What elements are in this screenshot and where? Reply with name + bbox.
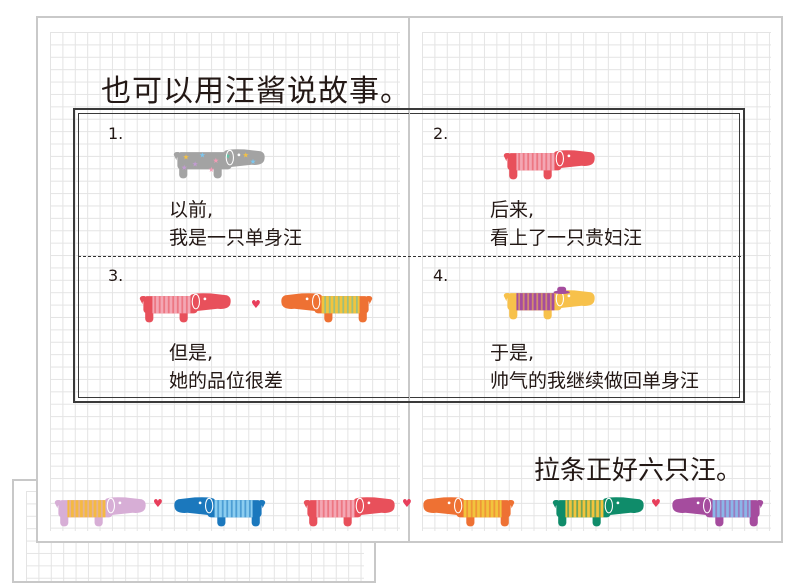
heart-icon: ♥ (251, 298, 261, 311)
dashed-divider (78, 256, 741, 257)
dog-illustration-gray-stars: ★ ★ ★ ★ ★ ★ ★ ★ ★ (167, 144, 271, 186)
dog-svg (503, 150, 595, 180)
panel-caption: 于是, 帅气的我继续做回单身汪 (490, 342, 700, 392)
dog-illustration-blue (168, 492, 272, 534)
dog-illustration-red (133, 288, 237, 330)
panel-caption: 但是, 她的品位很差 (169, 342, 284, 392)
dog-illustration-lavender (48, 492, 152, 534)
panel-number: 3. (108, 266, 124, 285)
panel-number: 1. (108, 124, 124, 143)
left-page (36, 16, 412, 543)
heart-icon: ♥ (402, 497, 412, 510)
dog-svg (54, 497, 146, 527)
svg-text:★: ★ (213, 156, 219, 165)
page-title: 也可以用汪酱说故事。 (101, 74, 411, 109)
dog-svg (672, 497, 764, 527)
svg-text:★: ★ (183, 152, 189, 161)
svg-text:★: ★ (192, 160, 198, 169)
grid-background (50, 32, 400, 531)
dog-svg (423, 497, 515, 527)
svg-text:★: ★ (224, 151, 230, 160)
dog-illustration-green (546, 492, 650, 534)
dog-svg (174, 497, 266, 527)
dog-illustration-purple (666, 492, 770, 534)
svg-text:★: ★ (181, 163, 187, 172)
dog-illustration-orange (275, 288, 379, 330)
dog-illustration-yellow-hat (497, 285, 601, 327)
dog-svg: ★ ★★★★ ★★★★ (173, 149, 265, 179)
heart-icon: ♥ (153, 497, 163, 510)
svg-text:★: ★ (199, 151, 205, 160)
svg-text:★: ★ (250, 157, 256, 166)
panel-caption: 后来, 看上了一只贵妇汪 (490, 199, 643, 249)
grid-background (422, 32, 771, 531)
panel-caption: 以前, 我是一只单身汪 (169, 199, 303, 249)
dog-svg (303, 497, 395, 527)
panel-number: 4. (433, 266, 449, 285)
dog-illustration-orange (417, 492, 521, 534)
panel-number: 2. (433, 124, 449, 143)
dog-svg (139, 293, 231, 323)
heart-icon: ♥ (651, 497, 661, 510)
subtitle: 拉条正好六只汪。 (534, 456, 743, 486)
page-fold-divider (409, 110, 410, 400)
dog-svg (503, 286, 595, 320)
svg-text:★: ★ (243, 151, 249, 160)
svg-text:★: ★ (208, 165, 214, 174)
right-page (408, 16, 783, 543)
dog-illustration-red (297, 492, 401, 534)
dog-svg (552, 497, 644, 527)
dog-illustration-red (497, 145, 601, 187)
dog-svg (281, 293, 373, 323)
